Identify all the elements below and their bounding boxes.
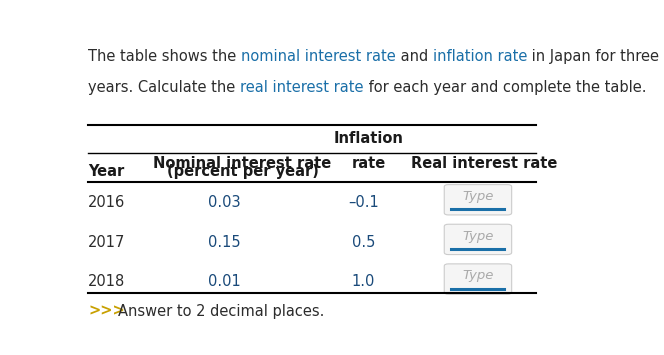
Text: Year: Year: [88, 164, 124, 179]
Text: 0.03: 0.03: [208, 195, 241, 210]
FancyBboxPatch shape: [444, 185, 512, 215]
Text: in Japan for three: in Japan for three: [527, 49, 659, 65]
Text: Type: Type: [462, 269, 493, 283]
Text: 2016: 2016: [88, 195, 125, 210]
Text: –0.1: –0.1: [348, 195, 379, 210]
Text: Real interest rate: Real interest rate: [411, 156, 558, 171]
Text: The table shows the: The table shows the: [88, 49, 241, 65]
Text: >>>: >>>: [88, 304, 125, 319]
Text: for each year and complete the table.: for each year and complete the table.: [363, 80, 646, 94]
Text: years. Calculate the: years. Calculate the: [88, 80, 240, 94]
Text: 0.01: 0.01: [208, 274, 241, 289]
Text: Type: Type: [462, 190, 493, 203]
Text: 2018: 2018: [88, 274, 125, 289]
Text: (percent per year): (percent per year): [167, 164, 319, 179]
Text: Nominal interest rate: Nominal interest rate: [153, 156, 331, 171]
Text: rate: rate: [351, 156, 386, 171]
Text: 0.5: 0.5: [352, 235, 375, 250]
Text: Inflation: Inflation: [334, 131, 404, 147]
Text: Type: Type: [462, 230, 493, 243]
Text: 1.0: 1.0: [352, 274, 375, 289]
Text: 2017: 2017: [88, 235, 125, 250]
Text: nominal interest rate: nominal interest rate: [241, 49, 396, 65]
Text: 0.15: 0.15: [208, 235, 241, 250]
Text: inflation rate: inflation rate: [433, 49, 527, 65]
Text: and: and: [396, 49, 433, 65]
Text: real interest rate: real interest rate: [240, 80, 363, 94]
FancyBboxPatch shape: [444, 224, 512, 255]
Text: Answer to 2 decimal places.: Answer to 2 decimal places.: [118, 304, 325, 319]
FancyBboxPatch shape: [444, 264, 512, 294]
